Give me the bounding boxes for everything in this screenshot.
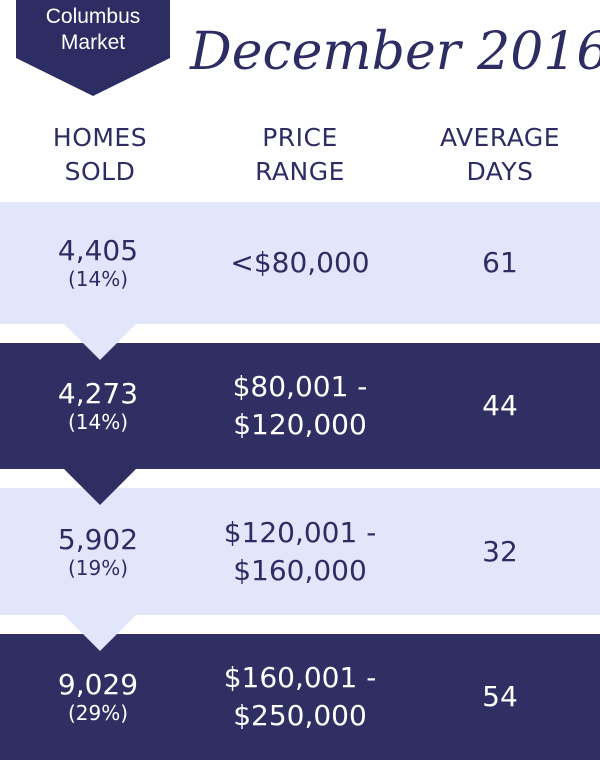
- table-row: 4,273 (14%) $80,001 - $120,000 44: [0, 343, 600, 469]
- column-header-homes-sold: HOMES SOLD: [0, 121, 200, 189]
- column-header-line: RANGE: [255, 157, 345, 186]
- price-range-cell: $160,001 - $250,000: [200, 634, 400, 760]
- badge-line-2: Market: [60, 31, 126, 54]
- page-title: December 2016: [190, 22, 600, 82]
- market-badge: Columbus Market: [16, 0, 170, 96]
- homes-sold-cell: 9,029 (29%): [0, 634, 196, 760]
- homes-sold-share: (14%): [67, 410, 129, 434]
- price-range-line: $120,000: [233, 408, 367, 441]
- column-header-average-days: AVERAGE DAYS: [400, 121, 600, 189]
- badge-label: Columbus Market: [16, 4, 170, 56]
- homes-sold-count: 9,029: [57, 668, 139, 701]
- average-days-value: 61: [482, 246, 518, 279]
- homes-sold-share: (19%): [67, 555, 129, 580]
- row-connector-arrow: [64, 324, 136, 360]
- average-days-cell: 54: [400, 634, 600, 760]
- price-range-line: $250,000: [233, 699, 367, 732]
- column-header-line: SOLD: [64, 157, 136, 186]
- homes-sold-count: 4,405: [57, 234, 139, 267]
- column-header-price-range: PRICE RANGE: [200, 121, 400, 189]
- average-days-cell: 32: [400, 488, 600, 615]
- homes-sold-count: 5,902: [57, 522, 139, 556]
- column-header-line: PRICE: [262, 123, 338, 152]
- homes-sold-share: (29%): [67, 701, 129, 725]
- price-range-cell: <$80,000: [200, 202, 400, 324]
- price-range-cell: $120,001 - $160,000: [200, 488, 400, 615]
- price-range-cell: $80,001 - $120,000: [200, 343, 400, 469]
- price-range-line: $120,001 -: [223, 515, 377, 549]
- homes-sold-share: (14%): [67, 267, 129, 291]
- column-header-line: DAYS: [466, 157, 534, 186]
- average-days-cell: 61: [400, 202, 600, 324]
- price-range-line: $160,001 -: [223, 661, 377, 694]
- row-connector-arrow: [64, 469, 136, 505]
- homes-sold-cell: 4,273 (14%): [0, 343, 196, 469]
- badge-line-1: Columbus: [45, 5, 141, 28]
- average-days-value: 54: [482, 680, 518, 713]
- price-range-line: $160,000: [233, 553, 367, 587]
- badge-shape: [16, 0, 170, 96]
- row-connector-arrow: [64, 615, 136, 651]
- table-row: 5,902 (19%) $120,001 - $160,000 32: [0, 488, 600, 615]
- average-days-value: 32: [482, 534, 518, 568]
- average-days-cell: 44: [400, 343, 600, 469]
- price-range-line: $80,001 -: [232, 370, 368, 403]
- column-header-line: AVERAGE: [439, 123, 561, 152]
- price-range-line: <$80,000: [230, 246, 370, 279]
- table-row: 4,405 (14%) <$80,000 61: [0, 202, 600, 324]
- table-header: HOMES SOLD PRICE RANGE AVERAGE DAYS: [0, 121, 600, 193]
- homes-sold-count: 4,273: [57, 377, 139, 410]
- homes-sold-cell: 4,405 (14%): [0, 202, 196, 324]
- table-row: 9,029 (29%) $160,001 - $250,000 54: [0, 634, 600, 760]
- average-days-value: 44: [482, 389, 518, 422]
- column-header-line: HOMES: [52, 123, 148, 152]
- homes-sold-cell: 5,902 (19%): [0, 488, 196, 615]
